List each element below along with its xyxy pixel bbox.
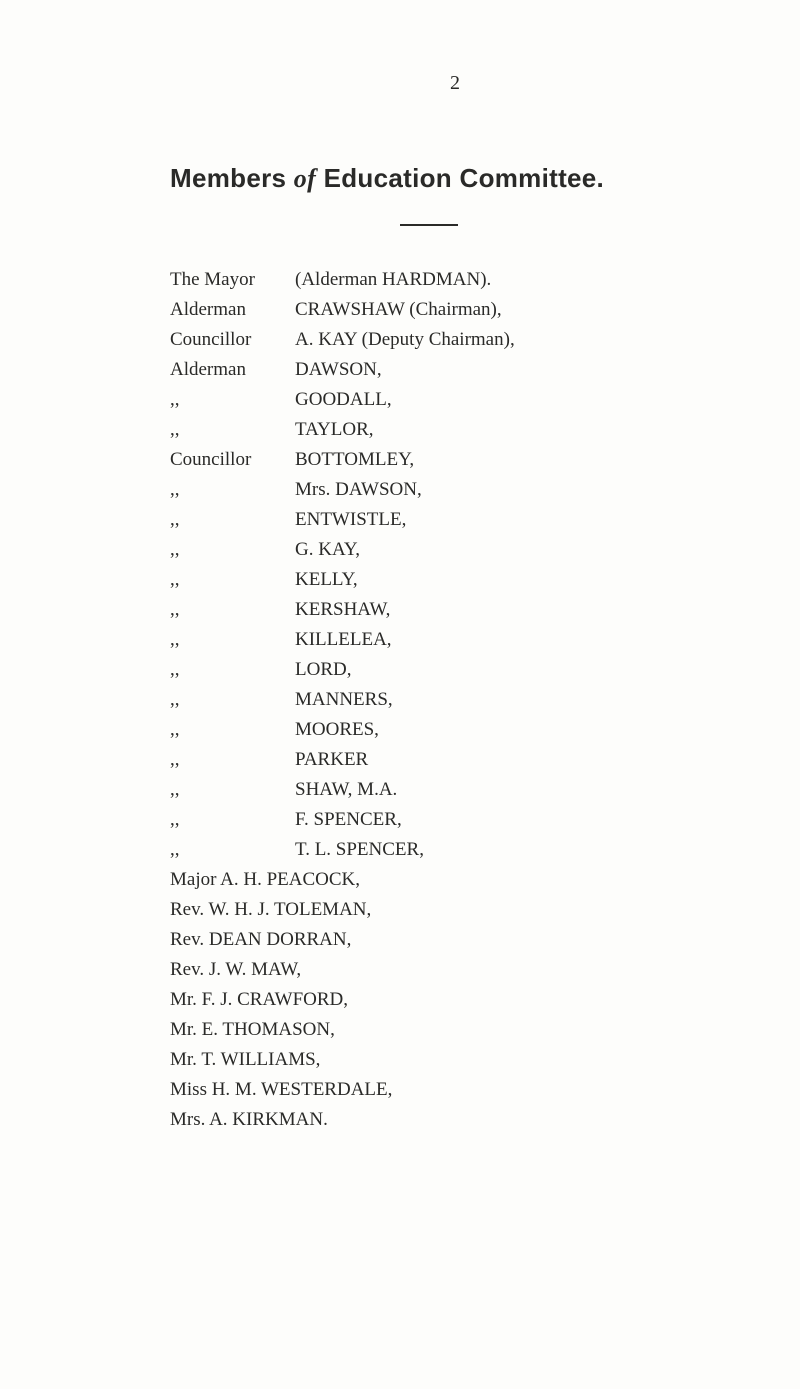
list-row: ,,TAYLOR, [170, 420, 740, 439]
list-row: ,,LORD, [170, 660, 740, 679]
ditto-mark: ,, [170, 570, 295, 589]
member-name: KILLELEA, [295, 630, 740, 649]
list-row: Rev. DEAN DORRAN, [170, 930, 740, 949]
ditto-mark: ,, [170, 480, 295, 499]
member-name: MOORES, [295, 720, 740, 739]
list-row: Major A. H. PEACOCK, [170, 870, 740, 889]
list-row: ,,ENTWISTLE, [170, 510, 740, 529]
ditto-mark: ,, [170, 840, 295, 859]
member-name: KERSHAW, [295, 600, 740, 619]
title-part-a: Members [170, 163, 286, 193]
member-name: Mrs. DAWSON, [295, 480, 740, 499]
member-name: DAWSON, [295, 360, 740, 379]
ditto-mark: ,, [170, 720, 295, 739]
ditto-mark: ,, [170, 780, 295, 799]
list-row: ,,MOORES, [170, 720, 740, 739]
horizontal-rule [400, 224, 458, 226]
role-label: Councillor [170, 330, 295, 349]
list-row: ,,KELLY, [170, 570, 740, 589]
title-part-of: of [294, 164, 316, 193]
list-row: CouncillorA. KAY (Deputy Chairman), [170, 330, 740, 349]
document-page: 2 Members of Education Committee. The Ma… [0, 0, 800, 1389]
member-name: KELLY, [295, 570, 740, 589]
member-name: TAYLOR, [295, 420, 740, 439]
list-row: Mr. F. J. CRAWFORD, [170, 990, 740, 1009]
list-row: ,,F. SPENCER, [170, 810, 740, 829]
page-number: 2 [170, 72, 740, 95]
list-row: ,,PARKER [170, 750, 740, 769]
list-row: Miss H. M. WESTERDALE, [170, 1080, 740, 1099]
list-row: ,,GOODALL, [170, 390, 740, 409]
list-row: ,,MANNERS, [170, 690, 740, 709]
ditto-mark: ,, [170, 810, 295, 829]
list-row: AldermanDAWSON, [170, 360, 740, 379]
list-row: ,,G. KAY, [170, 540, 740, 559]
list-row: ,,Mrs. DAWSON, [170, 480, 740, 499]
list-row: ,,T. L. SPENCER, [170, 840, 740, 859]
ditto-mark: ,, [170, 750, 295, 769]
ditto-mark: ,, [170, 600, 295, 619]
ditto-mark: ,, [170, 420, 295, 439]
list-row: AldermanCRAWSHAW (Chairman), [170, 300, 740, 319]
list-row: CouncillorBOTTOMLEY, [170, 450, 740, 469]
member-name: BOTTOMLEY, [295, 450, 740, 469]
list-row: Mr. E. THOMASON, [170, 1020, 740, 1039]
members-list: The Mayor(Alderman HARDMAN). AldermanCRA… [170, 270, 740, 1129]
member-name: LORD, [295, 660, 740, 679]
member-name: G. KAY, [295, 540, 740, 559]
ditto-mark: ,, [170, 540, 295, 559]
list-row: The Mayor(Alderman HARDMAN). [170, 270, 740, 289]
ditto-mark: ,, [170, 660, 295, 679]
ditto-mark: ,, [170, 630, 295, 649]
role-label: Alderman [170, 300, 295, 319]
member-name: A. KAY (Deputy Chairman), [295, 330, 740, 349]
member-name: GOODALL, [295, 390, 740, 409]
ditto-mark: ,, [170, 690, 295, 709]
list-row: ,,KERSHAW, [170, 600, 740, 619]
role-label: Councillor [170, 450, 295, 469]
member-name: CRAWSHAW (Chairman), [295, 300, 740, 319]
list-row: Rev. J. W. MAW, [170, 960, 740, 979]
title-part-c: Education Committee. [324, 163, 604, 193]
list-row: Mr. T. WILLIAMS, [170, 1050, 740, 1069]
member-name: PARKER [295, 750, 740, 769]
list-row: ,,SHAW, M.A. [170, 780, 740, 799]
list-row: ,,KILLELEA, [170, 630, 740, 649]
member-name: T. L. SPENCER, [295, 840, 740, 859]
member-name: F. SPENCER, [295, 810, 740, 829]
member-name: ENTWISTLE, [295, 510, 740, 529]
role-label: Alderman [170, 360, 295, 379]
ditto-mark: ,, [170, 510, 295, 529]
ditto-mark: ,, [170, 390, 295, 409]
role-label: The Mayor [170, 270, 295, 289]
member-name: (Alderman HARDMAN). [295, 270, 740, 289]
list-row: Rev. W. H. J. TOLEMAN, [170, 900, 740, 919]
member-name: SHAW, M.A. [295, 780, 740, 799]
member-name: MANNERS, [295, 690, 740, 709]
page-title: Members of Education Committee. [170, 163, 740, 194]
list-row: Mrs. A. KIRKMAN. [170, 1110, 740, 1129]
